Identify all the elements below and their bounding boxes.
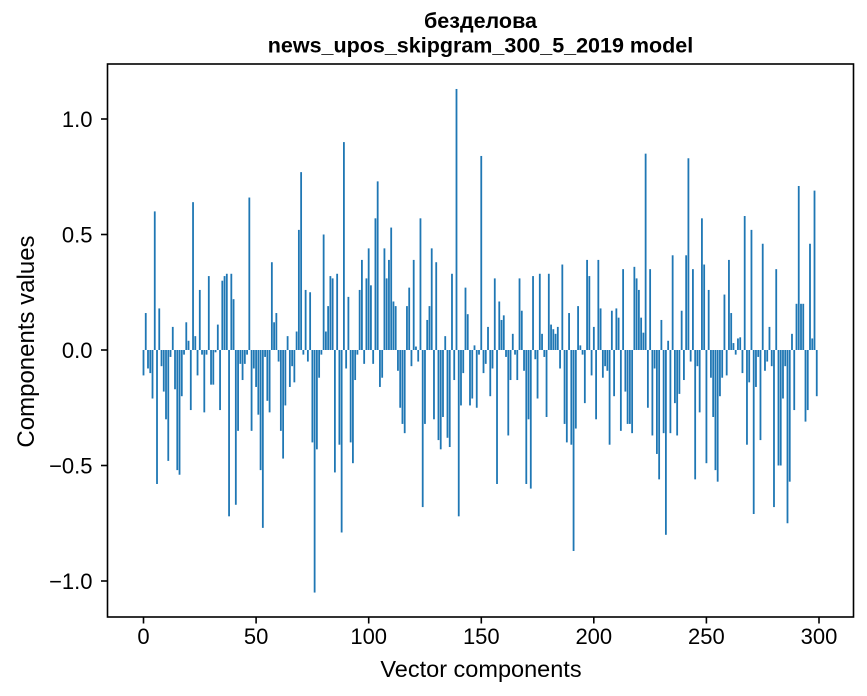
svg-text:200: 200 — [575, 624, 612, 649]
svg-text:150: 150 — [463, 624, 500, 649]
svg-text:0.0: 0.0 — [62, 338, 93, 363]
svg-text:безделова: безделова — [424, 9, 538, 33]
svg-text:300: 300 — [801, 624, 838, 649]
svg-text:0.5: 0.5 — [62, 222, 93, 247]
svg-text:1.0: 1.0 — [62, 107, 93, 132]
svg-text:−0.5: −0.5 — [49, 453, 92, 478]
svg-text:0: 0 — [137, 624, 149, 649]
svg-text:−1.0: −1.0 — [49, 569, 92, 594]
svg-text:Vector components: Vector components — [380, 656, 581, 682]
svg-text:50: 50 — [244, 624, 268, 649]
svg-text:250: 250 — [688, 624, 725, 649]
svg-text:Components values: Components values — [13, 235, 40, 447]
svg-text:news_upos_skipgram_300_5_2019: news_upos_skipgram_300_5_2019 model — [268, 34, 693, 58]
svg-text:100: 100 — [350, 624, 387, 649]
